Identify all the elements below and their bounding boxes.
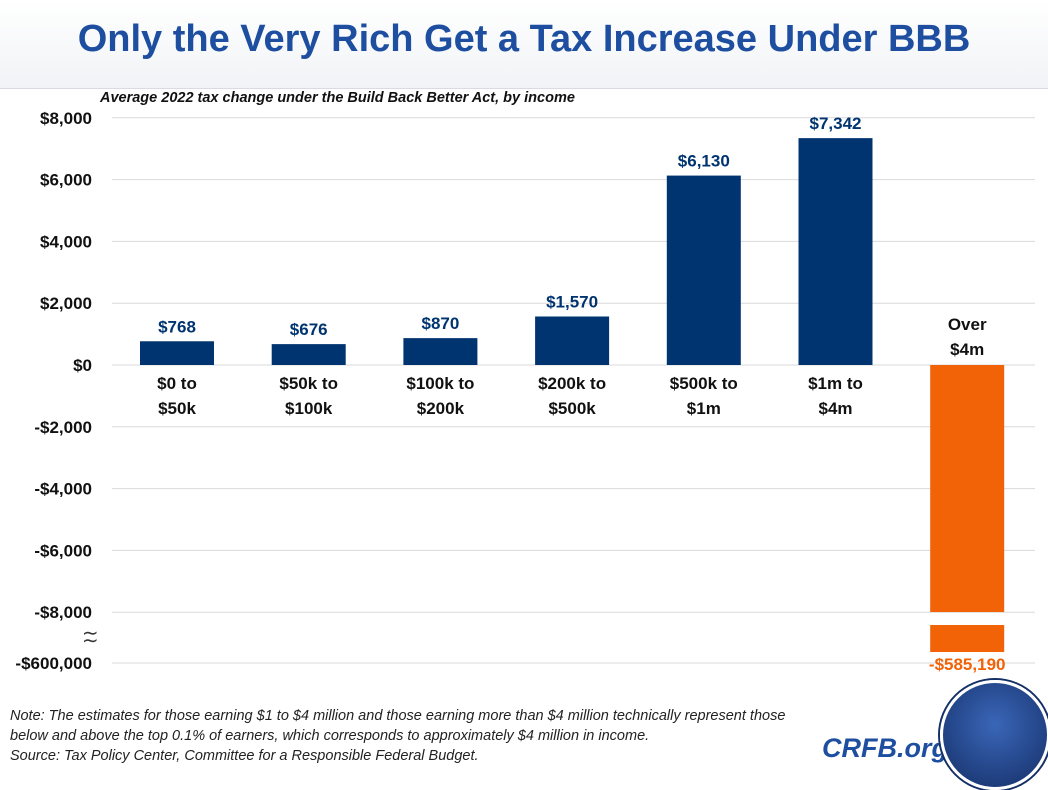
category-label: $0 to — [157, 374, 197, 393]
y-tick-label: $0 — [73, 356, 92, 375]
y-tick-label: $2,000 — [40, 294, 92, 313]
y-tick-label: -$6,000 — [34, 541, 92, 560]
data-label: $6,130 — [678, 152, 730, 171]
bar — [798, 138, 873, 365]
source-text: Source: Tax Policy Center, Committee for… — [10, 748, 479, 764]
bar — [666, 175, 741, 365]
category-label: Over — [948, 315, 987, 334]
bar — [403, 338, 478, 365]
y-tick-label: -$600,000 — [15, 654, 92, 673]
data-label: $870 — [421, 314, 459, 333]
data-label: $1,570 — [546, 292, 598, 311]
crfb-capitol-logo — [940, 680, 1048, 790]
category-label: $500k — [548, 399, 596, 418]
axis-break-icon: ≀≀ — [79, 630, 103, 645]
data-label: $676 — [290, 320, 328, 339]
y-tick-label: -$2,000 — [34, 418, 92, 437]
footnote: Note: The estimates for those earning $1… — [10, 706, 810, 766]
y-tick-label: -$8,000 — [34, 603, 92, 622]
y-tick-label: -$4,000 — [34, 480, 92, 499]
category-label: $500k to — [670, 374, 738, 393]
y-tick-label: $4,000 — [40, 232, 92, 251]
category-label: $100k to — [406, 374, 474, 393]
bar — [535, 316, 610, 365]
note-text: Note: The estimates for those earning $1… — [10, 708, 786, 744]
chart-subtitle: Average 2022 tax change under the Build … — [100, 90, 575, 106]
category-label: $1m — [687, 399, 721, 418]
category-label: $200k — [417, 399, 465, 418]
y-tick-label: $8,000 — [40, 109, 92, 128]
chart-title: Only the Very Rich Get a Tax Increase Un… — [77, 18, 971, 60]
bar — [930, 365, 1005, 612]
category-label: $1m to — [808, 374, 863, 393]
data-label: $768 — [158, 317, 196, 336]
header-band: Only the Very Rich Get a Tax Increase Un… — [0, 0, 1048, 89]
category-label: $4m — [950, 340, 984, 359]
brand-link[interactable]: CRFB.org — [822, 733, 948, 763]
y-tick-label: $6,000 — [40, 171, 92, 190]
data-label: -$585,190 — [929, 655, 1006, 674]
bar — [140, 341, 214, 365]
category-label: $200k to — [538, 374, 606, 393]
bar-segment-below-break — [930, 625, 1005, 652]
category-label: $50k — [158, 399, 196, 418]
category-label: $100k — [285, 399, 333, 418]
bar — [271, 344, 346, 365]
bar-chart: $8,000 $6,000 $4,000 $2,000 $0 -$2,000 -$4,000… — [15, 109, 1035, 674]
category-label: $50k to — [279, 374, 338, 393]
data-label: $7,342 — [810, 114, 862, 133]
category-label: $4m — [818, 399, 852, 418]
